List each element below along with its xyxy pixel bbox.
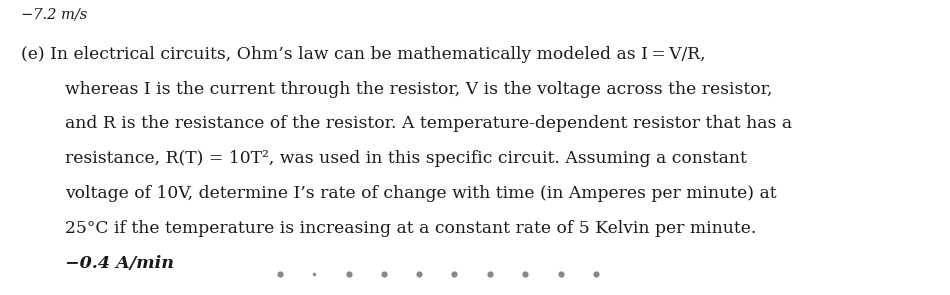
Text: and R is the resistance of the resistor. A temperature-dependent resistor that h: and R is the resistance of the resistor.… [65,115,791,132]
Text: voltage of 10V, determine I’s rate of change with time (in Amperes per minute) a: voltage of 10V, determine I’s rate of ch… [65,185,776,202]
Text: 25°C if the temperature is increasing at a constant rate of 5 Kelvin per minute.: 25°C if the temperature is increasing at… [65,220,762,237]
Text: (e) In electrical circuits, Ohm’s law can be mathematically modeled as I = V/R,: (e) In electrical circuits, Ohm’s law ca… [21,46,706,63]
Text: −0.4 A/min: −0.4 A/min [65,255,174,272]
Text: whereas I is the current through the resistor, V is the voltage across the resis: whereas I is the current through the res… [65,81,772,98]
Text: −7.2 m/s: −7.2 m/s [21,7,87,21]
Text: resistance, R(T) = 10T², was used in this specific circuit. Assuming a constant: resistance, R(T) = 10T², was used in thi… [65,150,747,167]
